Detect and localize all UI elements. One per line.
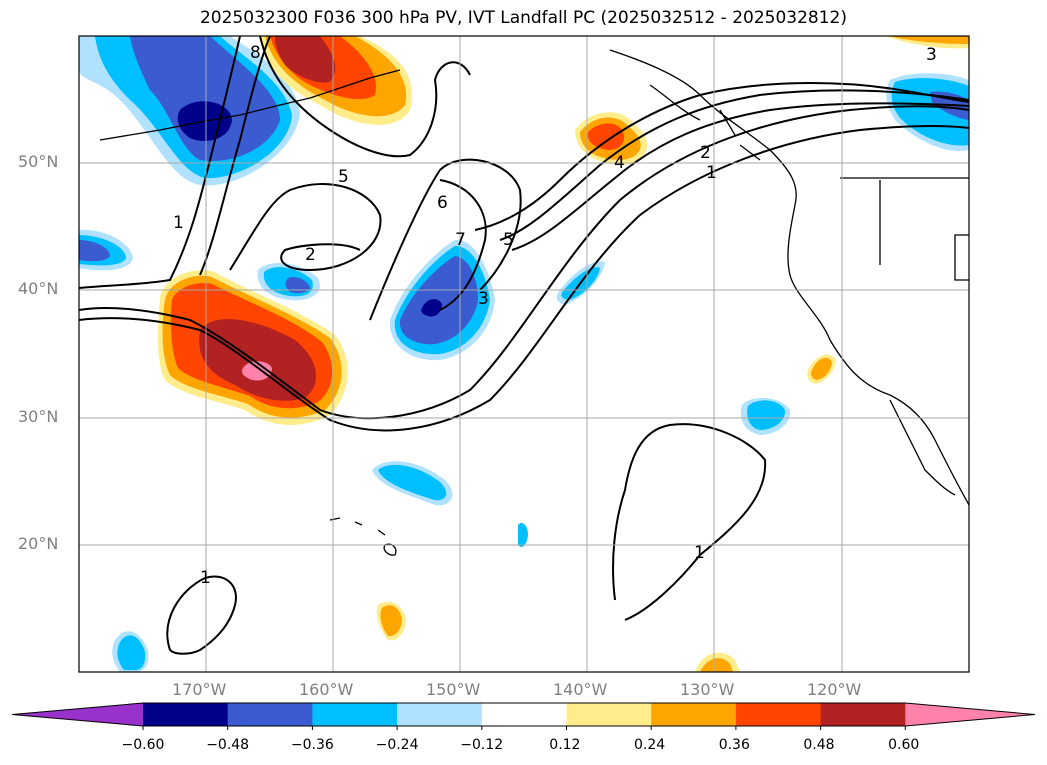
contour-label: 1 — [694, 543, 705, 563]
contour-label: 1 — [200, 568, 211, 588]
colorbar-segment — [481, 703, 567, 726]
contour-label: 2 — [305, 245, 316, 265]
contour-label: 5 — [503, 230, 514, 250]
colorbar-tick-label: −0.60 — [121, 737, 165, 753]
shading-top-positive — [260, 36, 412, 125]
colorbar-tick-label: −0.12 — [460, 737, 504, 753]
colorbar-tick-label: 0.48 — [803, 737, 835, 753]
colorbar-segment — [397, 703, 483, 726]
lat-label: 20°N — [18, 534, 59, 553]
lon-label: 170°W — [172, 680, 227, 699]
colorbar-tick-label: −0.36 — [290, 737, 334, 753]
coastlines — [99, 49, 969, 556]
chart-title: 2025032300 F036 300 hPa PV, IVT Landfall… — [199, 8, 847, 28]
colorbar-tick-label: −0.24 — [375, 737, 419, 753]
colorbar-tick-label: 0.24 — [634, 737, 666, 753]
contour-label: 2 — [700, 143, 711, 163]
shading-central-negative — [389, 239, 495, 361]
contour-labels: 8 3 1 5 6 2 7 5 3 2 1 4 1 1 — [173, 43, 937, 588]
colorbar-segment — [651, 703, 737, 726]
colorbar-extend-right — [905, 703, 1035, 726]
colorbar-segment — [312, 703, 398, 726]
colorbar-tick-label: 0.60 — [888, 737, 920, 753]
contour-label: 7 — [455, 230, 466, 250]
lat-label: 40°N — [18, 279, 59, 298]
contour-label: 1 — [173, 213, 184, 233]
colorbar-tick-label: 0.36 — [718, 737, 750, 753]
gridlines — [79, 36, 969, 672]
colorbar-tick-label: −0.48 — [206, 737, 250, 753]
lon-label: 130°W — [680, 680, 735, 699]
map-panel: 8 3 1 5 6 2 7 5 3 2 1 4 1 1 — [79, 36, 969, 672]
colorbar-tick-label: 0.12 — [549, 737, 581, 753]
colorbar-segment — [820, 703, 906, 726]
shading-central-positive — [157, 270, 348, 426]
colorbar — [11, 702, 1036, 730]
contour-label: 5 — [338, 167, 349, 187]
contour-label: 4 — [614, 153, 625, 173]
contour-label: 3 — [926, 45, 937, 65]
colorbar-segment — [735, 703, 822, 726]
contour-label: 3 — [478, 289, 489, 309]
colorbar-extend-left — [12, 703, 143, 726]
lon-label: 120°W — [807, 680, 862, 699]
map-frame — [78, 35, 970, 673]
lon-label: 140°W — [553, 680, 608, 699]
lat-label: 30°N — [18, 407, 59, 426]
lat-label: 50°N — [18, 152, 59, 171]
colorbar-segment — [227, 703, 313, 726]
lon-label: 150°W — [426, 680, 481, 699]
contour-label: 1 — [706, 163, 717, 183]
contour-label: 8 — [250, 43, 261, 63]
colorbar-segment — [143, 703, 229, 726]
colorbar-segment — [566, 703, 652, 726]
lon-label: 160°W — [299, 680, 354, 699]
contour-label: 6 — [437, 193, 448, 213]
ivt-contours — [79, 36, 969, 655]
